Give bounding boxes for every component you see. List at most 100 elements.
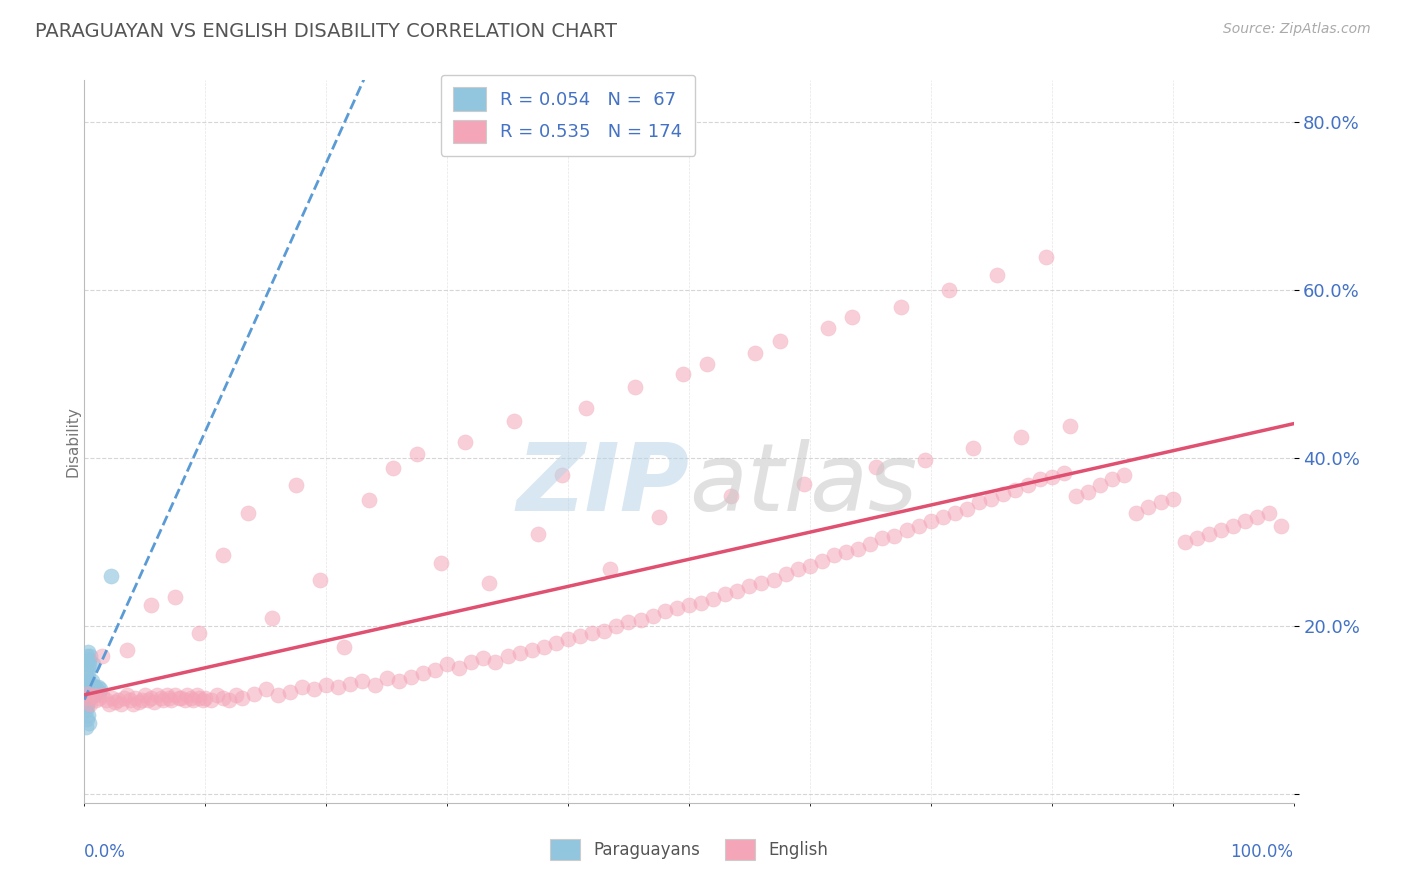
Legend: Paraguayans, English: Paraguayans, English xyxy=(543,832,835,867)
Point xyxy=(79,685,101,699)
Point xyxy=(76,693,98,707)
Point xyxy=(412,665,434,680)
Point xyxy=(339,676,361,690)
Point xyxy=(75,685,97,699)
Point xyxy=(725,584,748,599)
Point xyxy=(254,682,277,697)
Point xyxy=(1004,483,1026,498)
Point xyxy=(188,626,211,640)
Point xyxy=(76,687,98,701)
Point xyxy=(472,651,495,665)
Point xyxy=(75,703,97,717)
Point xyxy=(938,283,960,297)
Point xyxy=(1198,527,1220,541)
Point xyxy=(823,548,845,562)
Point xyxy=(509,646,531,660)
Point xyxy=(212,548,235,562)
Point xyxy=(278,685,301,699)
Point xyxy=(236,506,259,520)
Point xyxy=(77,661,100,675)
Point xyxy=(914,453,936,467)
Point xyxy=(617,615,640,630)
Point xyxy=(1011,430,1033,444)
Point xyxy=(793,476,815,491)
Point xyxy=(149,690,172,705)
Point xyxy=(1234,514,1257,528)
Point xyxy=(496,648,519,663)
Point xyxy=(77,680,100,694)
Point xyxy=(79,680,101,694)
Point xyxy=(665,600,688,615)
Point xyxy=(76,699,98,714)
Point xyxy=(630,613,652,627)
Point xyxy=(328,680,350,694)
Point xyxy=(907,518,929,533)
Point xyxy=(962,442,984,456)
Point xyxy=(77,690,100,705)
Point xyxy=(769,334,792,348)
Point xyxy=(1137,500,1160,514)
Point xyxy=(86,693,108,707)
Point xyxy=(77,716,100,731)
Point xyxy=(593,624,616,638)
Point xyxy=(260,611,283,625)
Point xyxy=(124,690,146,705)
Point xyxy=(89,682,111,697)
Point xyxy=(352,673,374,688)
Point xyxy=(94,693,117,707)
Point xyxy=(80,673,103,688)
Point xyxy=(77,653,100,667)
Point xyxy=(738,579,761,593)
Point xyxy=(423,663,446,677)
Point xyxy=(80,687,103,701)
Point xyxy=(77,707,100,722)
Point xyxy=(75,688,97,702)
Point xyxy=(1125,506,1147,520)
Point xyxy=(846,542,869,557)
Point xyxy=(381,461,404,475)
Point xyxy=(986,268,1008,283)
Point xyxy=(1161,491,1184,506)
Point xyxy=(956,501,979,516)
Point xyxy=(191,693,214,707)
Point xyxy=(80,678,103,692)
Point xyxy=(1053,467,1076,481)
Point xyxy=(1222,518,1244,533)
Point xyxy=(173,693,195,707)
Point xyxy=(557,632,579,646)
Point xyxy=(399,670,422,684)
Point xyxy=(1209,523,1232,537)
Point xyxy=(84,685,107,699)
Point xyxy=(309,573,332,587)
Point xyxy=(75,687,97,701)
Point xyxy=(75,682,97,697)
Point xyxy=(131,693,153,707)
Point xyxy=(551,468,574,483)
Point xyxy=(702,592,724,607)
Point xyxy=(112,690,135,705)
Point xyxy=(75,695,97,709)
Point xyxy=(751,575,773,590)
Point xyxy=(115,688,138,702)
Point xyxy=(104,695,127,709)
Point xyxy=(865,459,887,474)
Point xyxy=(76,680,98,694)
Point xyxy=(76,648,98,663)
Point xyxy=(77,687,100,701)
Point xyxy=(544,636,567,650)
Point xyxy=(527,527,550,541)
Point xyxy=(86,687,108,701)
Point xyxy=(128,695,150,709)
Point xyxy=(678,599,700,613)
Point xyxy=(76,682,98,697)
Point xyxy=(76,712,98,726)
Point xyxy=(1185,531,1208,545)
Point xyxy=(165,590,187,604)
Point xyxy=(1246,510,1268,524)
Point xyxy=(672,368,695,382)
Point xyxy=(188,690,211,705)
Point xyxy=(86,682,108,697)
Point xyxy=(841,310,863,325)
Point xyxy=(77,688,100,702)
Point xyxy=(82,680,104,694)
